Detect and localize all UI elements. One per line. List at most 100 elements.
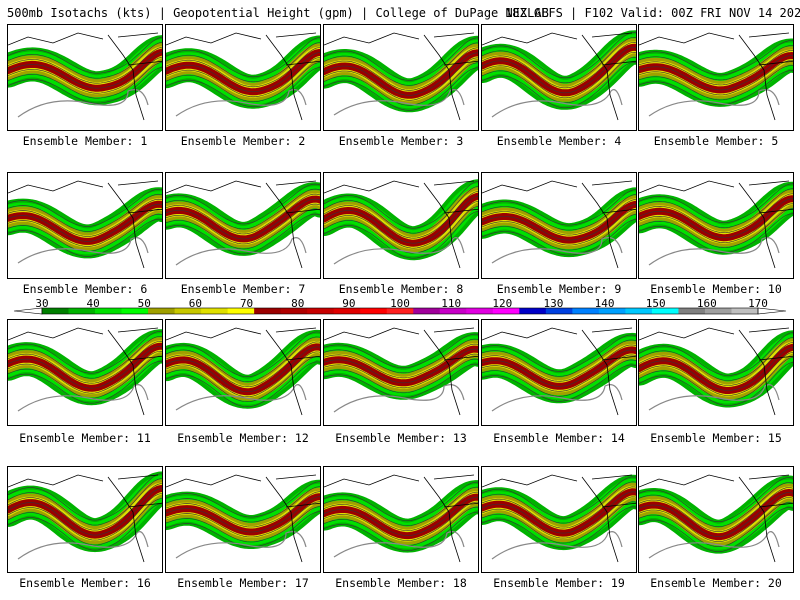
height-contour <box>491 89 623 118</box>
height-contour <box>8 56 162 94</box>
map-title: 500mb Isotachs (kts) | Geopotential Heig… <box>7 6 549 20</box>
height-contour <box>324 57 478 101</box>
ensemble-member-panel <box>165 172 321 279</box>
height-contour <box>175 237 307 266</box>
coastline <box>639 474 793 563</box>
height-contour <box>482 31 636 79</box>
height-contour <box>8 483 162 531</box>
ensemble-member-panel <box>638 24 794 131</box>
ensemble-member-label: Ensemble Member: 11 <box>19 431 151 445</box>
colorbar-tick-label: 130 <box>543 297 564 310</box>
height-contour <box>482 501 636 544</box>
height-contour <box>639 336 793 381</box>
height-contour <box>324 195 478 244</box>
height-contour <box>639 208 793 249</box>
height-contour <box>166 336 320 383</box>
ensemble-member-panel <box>323 466 479 573</box>
jet-stream-map <box>639 32 793 121</box>
height-contour <box>482 359 636 397</box>
height-contour <box>482 36 636 84</box>
coastline <box>639 327 793 416</box>
height-contour <box>8 503 162 551</box>
ensemble-member-panel <box>165 466 321 573</box>
ensemble-member-label: Ensemble Member: 2 <box>180 134 306 148</box>
colorbar-tick-label: 30 <box>35 297 49 310</box>
jet-stream-map <box>482 327 636 416</box>
jet-stream-map <box>482 30 636 121</box>
colorbar-tick-label: 120 <box>492 297 513 310</box>
height-contour <box>639 40 793 76</box>
colorbar-tick-label: 100 <box>390 297 410 310</box>
jet-stream-map <box>8 180 162 269</box>
height-contour <box>175 89 307 117</box>
ensemble-member-label: Ensemble Member: 6 <box>22 282 148 296</box>
height-contour <box>324 358 478 394</box>
height-contour <box>482 194 636 231</box>
colorbar-tick-label: 140 <box>594 297 615 310</box>
ensemble-member-label: Ensemble Member: 5 <box>653 134 779 148</box>
jet-stream-map <box>166 180 320 269</box>
ensemble-member-label: Ensemble Member: 3 <box>338 134 464 148</box>
height-contour <box>324 338 478 374</box>
jet-stream-map <box>8 327 162 416</box>
height-contour <box>8 498 162 546</box>
height-contour <box>324 481 478 521</box>
height-contour <box>166 481 320 518</box>
coastline <box>166 180 320 269</box>
height-contour <box>639 477 793 522</box>
height-contour <box>482 204 636 241</box>
coastline <box>639 180 793 269</box>
colorbar-tick-label: 110 <box>441 297 462 310</box>
jet-stream-map <box>324 474 478 563</box>
coastline <box>639 32 793 121</box>
ensemble-member-panel <box>165 319 321 426</box>
height-contour <box>639 198 793 239</box>
colorbar-tick-label: 150 <box>645 297 666 310</box>
height-contour <box>639 341 793 386</box>
height-contour <box>482 486 636 529</box>
ensemble-member-panel <box>323 319 479 426</box>
coastline <box>8 180 162 269</box>
height-contour <box>166 213 320 255</box>
height-contour <box>639 55 793 91</box>
colorbar-swatch <box>545 308 573 314</box>
height-contour <box>8 330 162 374</box>
height-contour <box>639 351 793 396</box>
ensemble-member-panel <box>481 466 637 573</box>
height-contour <box>482 339 636 377</box>
coastline <box>482 32 636 121</box>
colorbar-swatch <box>148 308 175 314</box>
height-contour <box>166 198 320 240</box>
ensemble-member-label: Ensemble Member: 15 <box>650 431 782 445</box>
colorbar-swatch <box>625 308 653 314</box>
height-contour <box>482 334 636 372</box>
colorbar-swatch <box>731 308 759 314</box>
ensemble-member-label: Ensemble Member: 19 <box>493 576 625 590</box>
jet-stream-map <box>482 180 636 269</box>
colorbar-swatch <box>492 308 520 314</box>
coastline <box>324 474 478 563</box>
ensemble-member-panel <box>7 466 163 573</box>
height-contour <box>8 218 162 257</box>
height-contour <box>324 496 478 536</box>
height-contour <box>8 41 162 79</box>
height-contour <box>17 531 149 560</box>
height-contour <box>166 341 320 388</box>
height-contour <box>8 193 162 232</box>
height-contour <box>482 496 636 539</box>
colorbar-tick-label: 40 <box>86 297 100 310</box>
coastline <box>482 474 636 563</box>
height-contour <box>166 37 320 78</box>
ensemble-member-label: Ensemble Member: 7 <box>180 282 306 296</box>
jet-stream-map <box>166 327 320 416</box>
jet-stream-map <box>482 474 636 563</box>
colorbar-tick-label: 60 <box>188 297 203 310</box>
ensemble-member-label: Ensemble Member: 20 <box>650 576 782 590</box>
height-contour <box>8 350 162 394</box>
ensemble-member-label: Ensemble Member: 9 <box>496 282 622 296</box>
jet-stream-map <box>324 327 478 416</box>
height-contour <box>324 62 478 106</box>
height-contour <box>491 384 623 412</box>
height-contour <box>324 501 478 541</box>
coastline <box>166 32 320 121</box>
